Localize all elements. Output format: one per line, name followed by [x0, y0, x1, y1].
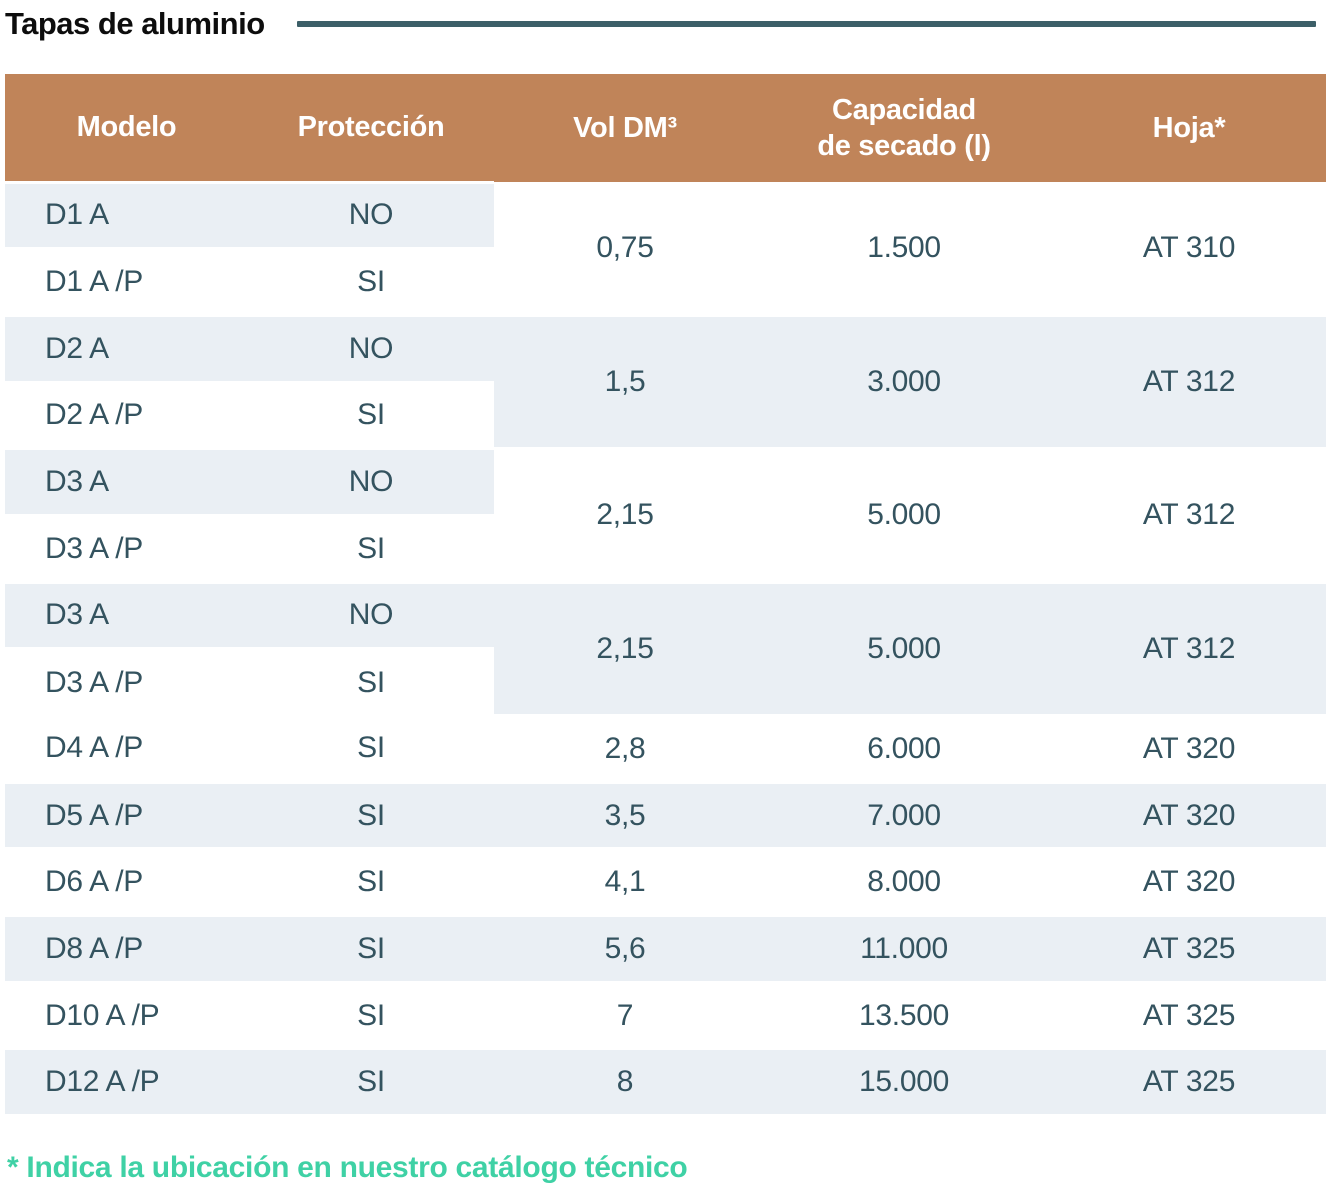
- cell-modelo: D1 A: [5, 180, 248, 251]
- cell-proteccion: NO: [248, 313, 494, 384]
- cell-capacidad: 8.000: [756, 848, 1052, 916]
- cell-hoja: AT 325: [1052, 914, 1326, 984]
- cell-hoja: AT 312: [1052, 448, 1326, 583]
- column-header-line: de secado (l): [817, 130, 991, 162]
- cell-modelo: D3 A /P: [5, 515, 248, 583]
- cell-hoja: AT 312: [1052, 580, 1326, 718]
- column-header-line: Protección: [297, 111, 445, 144]
- table-row: D3 A /P SI: [5, 648, 1326, 716]
- cell-hoja: AT 325: [1052, 1047, 1326, 1118]
- cell-modelo: D3 A: [5, 580, 248, 651]
- cell-proteccion: SI: [248, 780, 494, 851]
- table-body: D1 A NO 0,75 1.500 AT 310 D1 A /P SI D2 A NO 1,5 3…: [5, 180, 1326, 1118]
- cell-hoja: AT 325: [1052, 982, 1326, 1049]
- cell-capacidad: 3.000: [756, 313, 1052, 451]
- cell-hoja: AT 320: [1052, 780, 1326, 851]
- page-title: Tapas de aluminio: [5, 6, 265, 41]
- cell-capacidad: 13.500: [756, 982, 1052, 1049]
- table-row: D3 A /P SI: [5, 515, 1326, 583]
- title-rule: [296, 21, 1316, 27]
- cell-vol: 8: [494, 1047, 756, 1118]
- cell-modelo: D1 A /P: [5, 248, 248, 316]
- cell-vol: 2,15: [494, 580, 756, 718]
- cell-proteccion: SI: [248, 914, 494, 984]
- column-header-capacidad: Capacidad de secado (l): [756, 74, 1052, 182]
- header-row: Modelo Protección Vol DM³ Capacidad de secad…: [5, 74, 1326, 182]
- table-row: D4 A /P SI 2,8 6.000 AT 320: [5, 715, 1326, 783]
- table-row: D3 A NO 2,15 5.000 AT 312: [5, 447, 1326, 583]
- table-row: D12 A /P SI 8 15.000 AT 325: [5, 1047, 1326, 1118]
- table-row: D1 A NO 0,75 1.500 AT 310: [5, 180, 1326, 316]
- cell-vol: 3,5: [494, 780, 756, 851]
- table-row: D8 A /P SI 5,6 11.000 AT 325: [5, 914, 1326, 984]
- table-row: D10 A /P SI 7 13.500 AT 325: [5, 982, 1326, 1049]
- column-header-line: Modelo: [76, 111, 177, 144]
- column-header-line: Capacidad: [832, 93, 976, 126]
- cell-capacidad: 7.000: [756, 780, 1052, 851]
- cell-modelo: D3 A: [5, 447, 248, 517]
- cell-modelo: D5 A /P: [5, 780, 248, 851]
- table-row: D3 A NO 2,15 5.000 AT 312: [5, 580, 1326, 718]
- cell-proteccion: SI: [248, 715, 494, 783]
- cell-hoja: AT 320: [1052, 848, 1326, 916]
- cell-proteccion: SI: [248, 515, 494, 583]
- cell-capacidad: 11.000: [756, 914, 1052, 984]
- column-header-modelo: Modelo: [5, 74, 248, 182]
- table-row: D2 A NO 1,5 3.000 AT 312: [5, 313, 1326, 451]
- cell-vol: 2,15: [494, 448, 756, 583]
- cell-modelo: D6 A /P: [5, 848, 248, 916]
- cell-vol: 2,8: [494, 715, 756, 783]
- cell-hoja: AT 312: [1052, 313, 1326, 451]
- table-row: D1 A /P SI: [5, 248, 1326, 316]
- cell-capacidad: 5.000: [756, 448, 1052, 583]
- cell-modelo: D4 A /P: [5, 715, 248, 783]
- column-header-vol: Vol DM³: [494, 74, 756, 182]
- cell-vol: 7: [494, 982, 756, 1049]
- cell-proteccion: NO: [248, 580, 494, 651]
- column-header-hoja: Hoja*: [1052, 74, 1326, 182]
- table-header: Modelo Protección Vol DM³ Capacidad de secad…: [5, 74, 1326, 182]
- cell-proteccion: SI: [248, 382, 494, 449]
- cell-proteccion: NO: [248, 180, 494, 251]
- table-row: D2 A /P SI: [5, 382, 1326, 449]
- cell-proteccion: SI: [248, 248, 494, 316]
- cell-hoja: AT 320: [1052, 715, 1326, 783]
- cell-vol: 4,1: [494, 848, 756, 916]
- cell-hoja: AT 310: [1052, 182, 1326, 316]
- cell-capacidad: 15.000: [756, 1047, 1052, 1118]
- cell-modelo: D3 A /P: [5, 648, 248, 716]
- cell-modelo: D12 A /P: [5, 1047, 248, 1118]
- cell-modelo: D10 A /P: [5, 982, 248, 1049]
- cell-proteccion: SI: [248, 982, 494, 1049]
- cell-proteccion: SI: [248, 848, 494, 916]
- cell-modelo: D2 A: [5, 313, 248, 384]
- footnote: * Indica la ubicación en nuestro catálog…: [7, 1151, 688, 1185]
- cell-vol: 5,6: [494, 914, 756, 984]
- cell-vol: 1,5: [494, 313, 756, 451]
- cell-proteccion: NO: [248, 447, 494, 517]
- cell-proteccion: SI: [248, 648, 494, 716]
- cell-modelo: D2 A /P: [5, 382, 248, 449]
- cell-proteccion: SI: [248, 1047, 494, 1118]
- aluminium-covers-table: Modelo Protección Vol DM³ Capacidad de secad…: [5, 74, 1326, 1118]
- column-header-proteccion: Protección: [248, 74, 494, 182]
- column-header-line: Hoja*: [1152, 111, 1226, 144]
- cell-capacidad: 5.000: [756, 580, 1052, 718]
- column-header-line: Vol DM³: [573, 111, 677, 144]
- cell-modelo: D8 A /P: [5, 914, 248, 984]
- cell-capacidad: 1.500: [756, 182, 1052, 316]
- cell-vol: 0,75: [494, 182, 756, 316]
- table-row: D5 A /P SI 3,5 7.000 AT 320: [5, 780, 1326, 851]
- cell-capacidad: 6.000: [756, 715, 1052, 783]
- table-row: D6 A /P SI 4,1 8.000 AT 320: [5, 848, 1326, 916]
- title-row: Tapas de aluminio: [5, 4, 1326, 44]
